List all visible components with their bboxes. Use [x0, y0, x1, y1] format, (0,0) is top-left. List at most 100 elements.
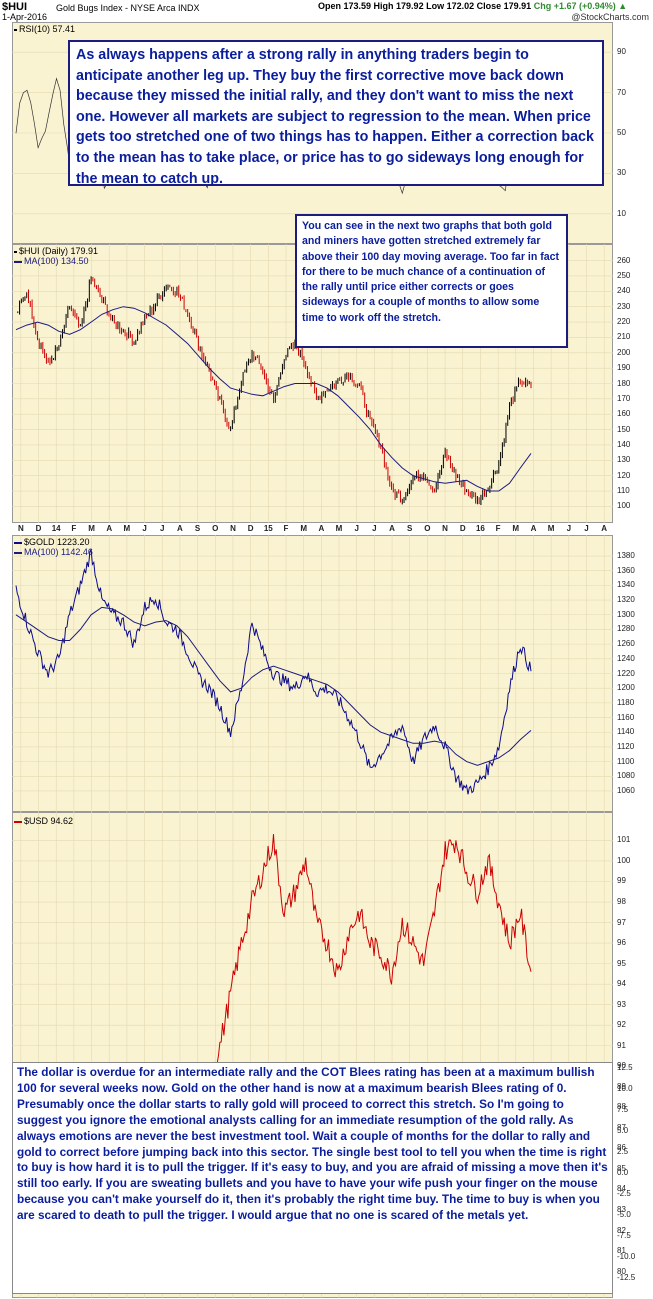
y-tick-label: 94	[617, 979, 626, 989]
y-tick-label: 1240	[617, 653, 635, 663]
usd-y-axis: 101 100 99 98 97 96 95 94 93 92 91 90 89 88 87 86 85 84 83…	[614, 812, 653, 1298]
open-value: Open 173.59	[318, 1, 372, 11]
y-tick-label-lower: 0.0	[617, 1168, 629, 1177]
y-tick-label: 90	[617, 1061, 626, 1071]
y-tick-label: 1080	[617, 771, 635, 781]
gold-ma-line	[15, 606, 532, 766]
y-tick-label: 160	[617, 409, 631, 419]
y-tick-label: 1220	[617, 668, 635, 678]
y-tick-label: 1100	[617, 756, 635, 766]
x-tick-label: F	[71, 524, 77, 533]
chart-date: 1-Apr-2016	[2, 12, 48, 22]
x-axis: N D 14 F M A M J J A S O N D 15 F M A M J J A S O N D 16 F M A M J J A	[12, 523, 613, 535]
y-tick-label: 50	[617, 128, 626, 137]
x-tick-label: A	[318, 524, 325, 533]
x-tick-label: 14	[51, 524, 61, 533]
y-tick-label: 180	[617, 378, 631, 388]
y-tick-label: 100	[617, 501, 631, 511]
hui-ma-label: MA(100) 134.50	[24, 256, 89, 266]
x-tick-label: N	[442, 524, 448, 533]
y-tick-label-lower: -2.5	[617, 1189, 631, 1198]
y-tick-label: 130	[617, 455, 631, 465]
note-regression: As always happens after a strong rally i…	[68, 40, 604, 187]
y-tick-label-lower: 2.5	[617, 1147, 629, 1156]
x-tick-label: O	[424, 524, 431, 533]
y-tick-label: 240	[617, 286, 631, 296]
y-tick-label: 1320	[617, 595, 635, 605]
x-tick-label: J	[584, 524, 589, 533]
y-tick-label-lower: -12.5	[617, 1273, 636, 1282]
y-tick-label-lower: 7.5	[617, 1105, 629, 1114]
y-tick-label: 1380	[617, 551, 635, 560]
x-tick-label: F	[495, 524, 501, 533]
x-tick-label: A	[106, 524, 113, 533]
y-tick-label: 86	[617, 1143, 626, 1153]
y-tick-label-lower: 10.0	[617, 1084, 633, 1093]
gold-ma-label: MA(100) 1142.46	[24, 547, 93, 557]
x-tick-label: O	[212, 524, 219, 533]
note-stretched: You can see in the next two graphs that …	[295, 214, 568, 348]
hui-ma-line	[15, 306, 532, 492]
x-tick-label: N	[17, 524, 24, 533]
y-tick-label: 1340	[617, 580, 635, 590]
y-tick-label: 1260	[617, 639, 635, 649]
y-tick-label: 30	[617, 168, 626, 178]
x-tick-label: S	[407, 524, 413, 533]
x-tick-label: M	[300, 524, 307, 533]
x-tick-label: J	[142, 524, 147, 533]
gold-label: $GOLD 1223.20	[24, 537, 90, 547]
y-tick-label: 140	[617, 439, 631, 449]
x-tick-label: M	[547, 524, 555, 533]
y-tick-label: 93	[617, 999, 626, 1009]
rsi-y-axis: 90 70 50 30 10	[614, 22, 653, 244]
x-tick-label: A	[601, 524, 608, 533]
y-tick-label: 1060	[617, 785, 635, 795]
ohlc-summary: Open 173.59 High 179.92 Low 172.02 Close…	[318, 1, 627, 11]
y-tick-label: 95	[617, 958, 626, 968]
y-tick-label: 210	[617, 332, 631, 342]
x-tick-label: F	[283, 524, 289, 533]
hui-price-bars	[17, 276, 532, 505]
x-tick-label: 16	[475, 524, 485, 533]
y-tick-label: 1180	[617, 697, 635, 707]
x-tick-label: A	[177, 524, 183, 533]
y-tick-label: 99	[617, 876, 626, 886]
y-tick-label: 83	[617, 1205, 626, 1215]
y-tick-label-lower: 5.0	[617, 1126, 629, 1135]
x-tick-label: M	[512, 524, 520, 533]
y-tick-label: 91	[617, 1040, 626, 1050]
hui-label: $HUI (Daily) 179.91	[19, 246, 99, 256]
gold-price-line	[15, 549, 532, 795]
y-tick-label: 1160	[617, 712, 635, 722]
y-tick-label: 200	[617, 347, 631, 357]
y-tick-label: 220	[617, 317, 631, 327]
chart-header: $HUI Gold Bugs Index - NYSE Arca INDX 1-…	[0, 0, 653, 22]
y-tick-label: 89	[617, 1081, 626, 1091]
x-tick-label: D	[247, 524, 254, 533]
symbol-label: $HUI	[2, 1, 28, 13]
gold-legend: $GOLD 1223.20 MA(100) 1142.46	[14, 537, 93, 557]
y-tick-label-lower: -5.0	[617, 1210, 631, 1219]
hui-y-axis: 260 250 240 230 220 210 200 190 180 170 160 150 140 1…	[614, 244, 653, 523]
y-tick-label: 90	[617, 47, 626, 57]
note-dollar-rally: The dollar is overdue for an intermediat…	[12, 1062, 613, 1294]
y-tick-label: 1140	[617, 727, 635, 737]
y-tick-label-lower: 12.5	[617, 1063, 633, 1072]
x-tick-label: M	[123, 524, 131, 533]
gold-y-axis: 1380 1360 1340 1320 1300 1280 1260 1240 1220 1200…	[614, 535, 653, 812]
y-tick-label: 110	[617, 486, 630, 496]
y-tick-label: 260	[617, 255, 631, 265]
x-tick-label: A	[389, 524, 395, 533]
y-tick-label: 96	[617, 938, 626, 948]
y-tick-label: 250	[617, 270, 631, 280]
change-value: Chg +1.67 (+0.94%)	[533, 1, 616, 11]
y-tick-label-lower: -10.0	[617, 1252, 636, 1261]
y-tick-label: 81	[617, 1246, 626, 1256]
hui-legend: $HUI (Daily) 179.91 MA(100) 134.50	[14, 246, 98, 266]
y-tick-label: 170	[617, 393, 631, 403]
x-tick-label: J	[160, 524, 165, 533]
x-tick-label: A	[530, 524, 537, 533]
y-tick-label: 70	[617, 87, 626, 97]
usd-label: $USD 94.62	[24, 816, 74, 826]
y-tick-label: 1300	[617, 609, 635, 619]
